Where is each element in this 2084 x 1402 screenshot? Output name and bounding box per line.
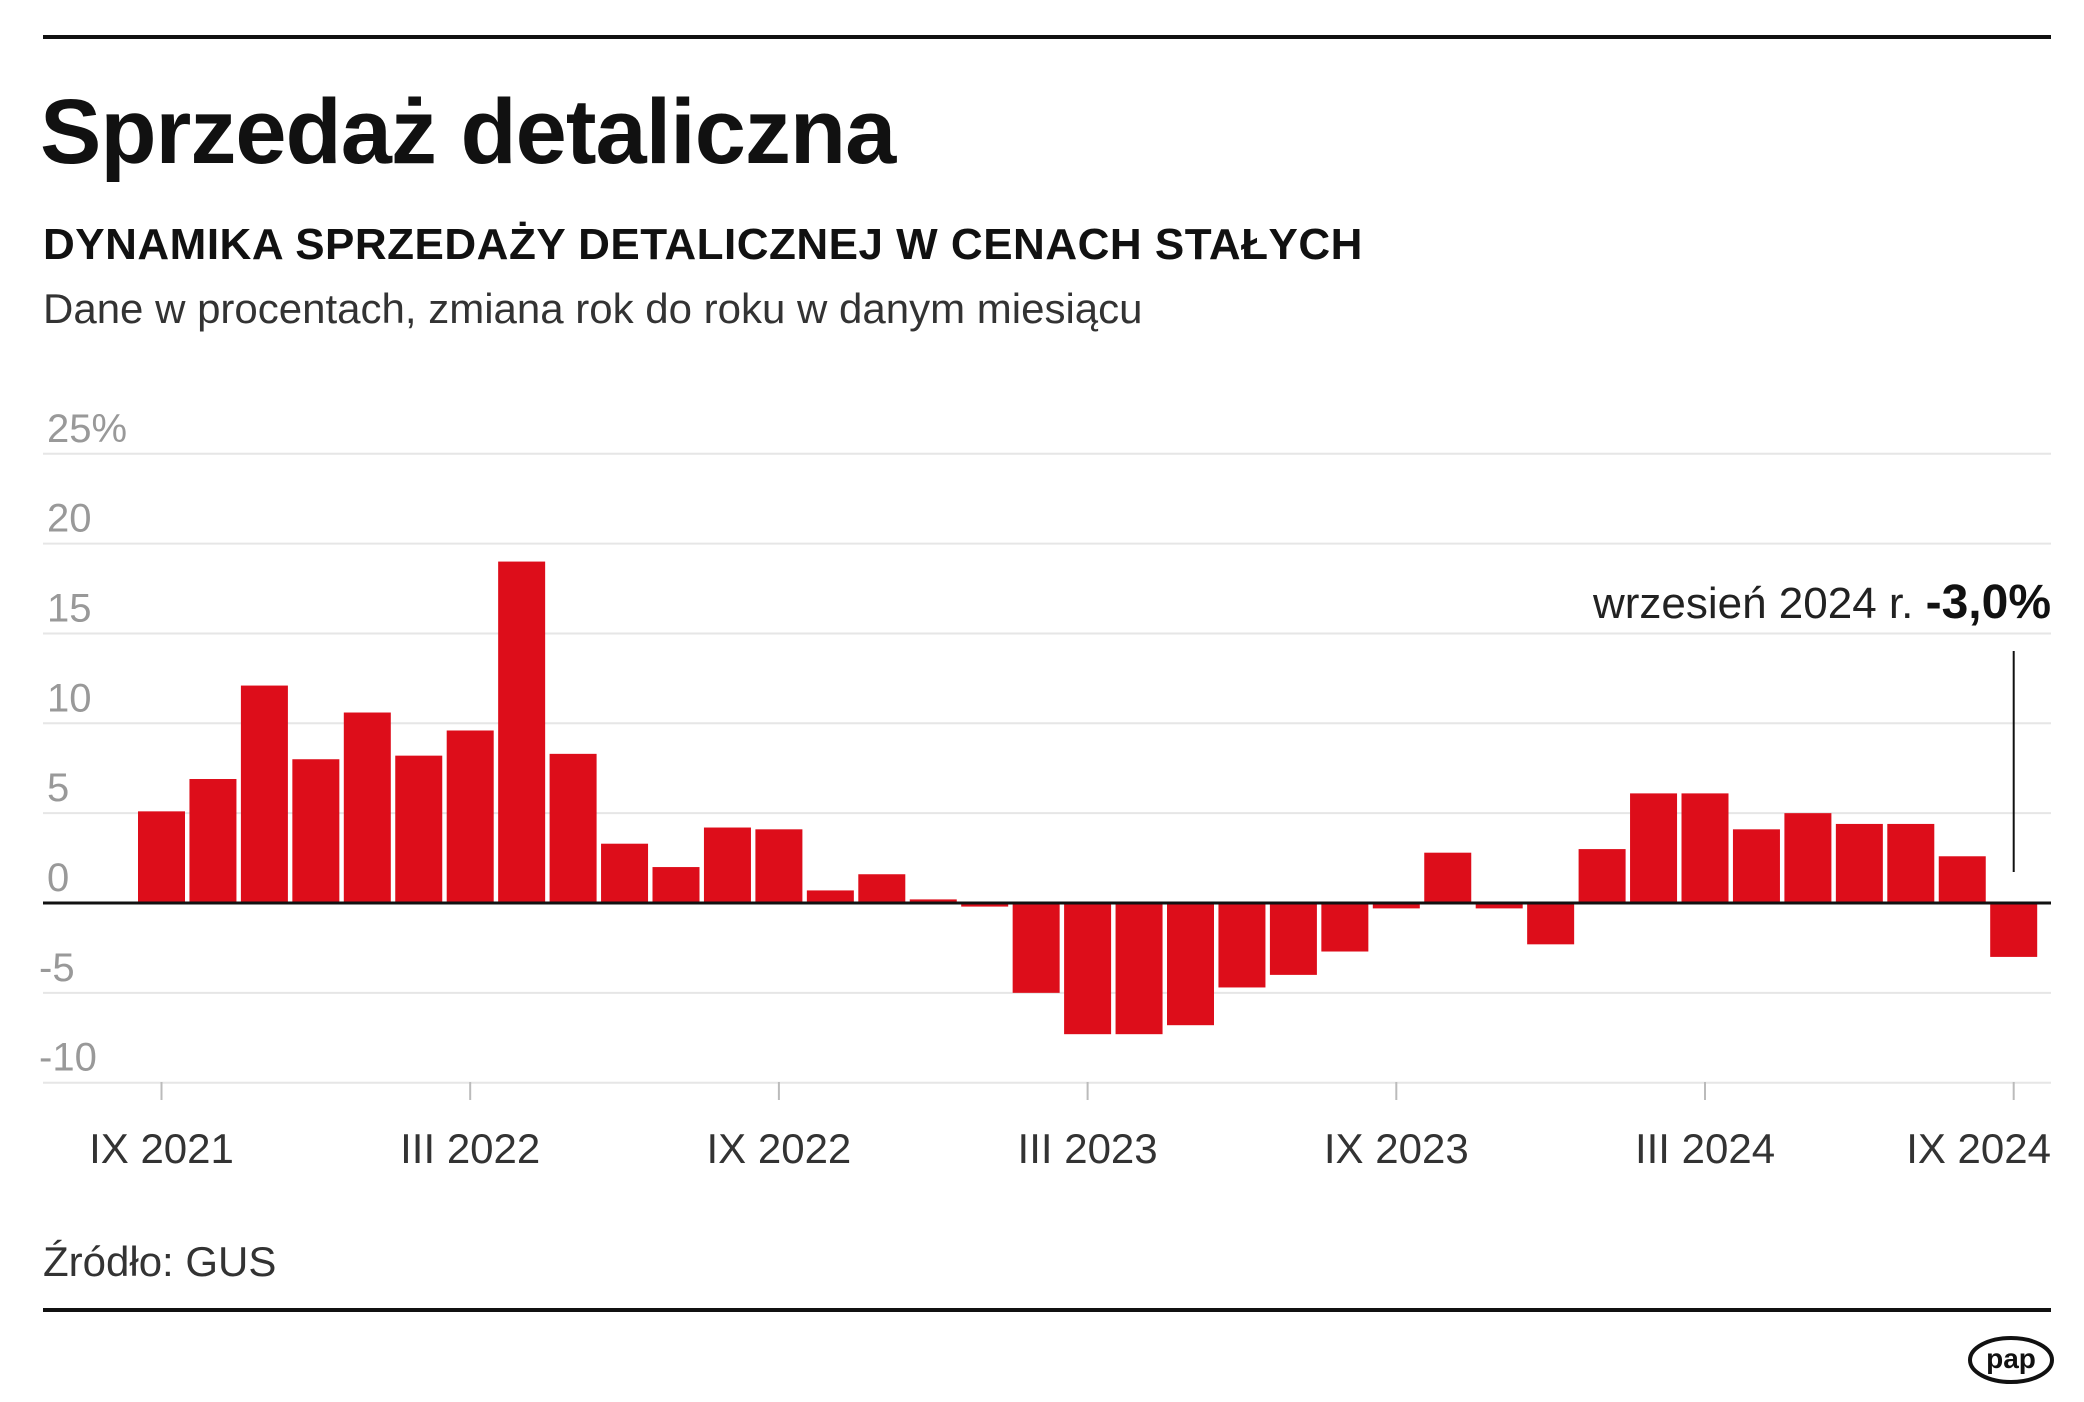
- x-tick-label: III 2022: [400, 1125, 540, 1172]
- bar-XII-2021: [292, 759, 340, 903]
- x-tick-label: IX 2022: [707, 1125, 852, 1172]
- annotation-label: wrzesień 2024 r.: [1592, 579, 1914, 628]
- bar-chart: 25% 20 15 10 5 0 -5 -10 IX 2021 III 2022 IX 2022 II…: [39, 407, 2051, 1172]
- bar-II-2024: [1630, 793, 1678, 903]
- bar-VIII-2024: [1938, 856, 1986, 903]
- y-tick-label: 0: [47, 856, 69, 900]
- bar-III-2024: [1681, 793, 1729, 903]
- bar-VII-2023: [1269, 903, 1317, 975]
- annotation: wrzesień 2024 r. -3,0%: [1593, 575, 2051, 630]
- x-tick-label: IX 2023: [1324, 1125, 1469, 1172]
- source-note: Źródło: GUS: [43, 1238, 277, 1285]
- bar-III-2022: [446, 730, 494, 903]
- bar-IV-2022: [498, 561, 546, 903]
- bar-I-2022: [343, 712, 391, 903]
- y-tick-label: 20: [47, 497, 92, 541]
- y-tick-label: -5: [39, 946, 75, 990]
- bar-VIII-2022: [703, 827, 751, 903]
- svg-text:pap: pap: [1986, 1343, 2036, 1374]
- y-tick-label: -10: [39, 1036, 97, 1080]
- bar-XI-2021: [240, 685, 288, 903]
- chart-description: Dane w procentach, zmiana rok do roku w …: [43, 285, 1143, 332]
- bar-VI-2022: [601, 843, 649, 903]
- bar-XII-2022: [909, 899, 957, 903]
- bar-V-2023: [1167, 903, 1214, 1026]
- page-title: Sprzedaż detaliczna: [40, 81, 896, 183]
- bar-VI-2024: [1835, 823, 1883, 903]
- x-tick-label: IX 2021: [89, 1125, 234, 1172]
- y-tick-label: 15: [47, 586, 92, 630]
- bar-XI-2022: [858, 874, 906, 903]
- x-tick-label: III 2024: [1635, 1125, 1775, 1172]
- bar-I-2023: [961, 903, 1009, 907]
- y-tick-label: 25%: [47, 407, 127, 451]
- bar-XI-2023: [1475, 903, 1523, 909]
- bar-VII-2022: [652, 867, 700, 903]
- bar-III-2023: [1064, 903, 1112, 1035]
- bar-IX-2024: [1990, 903, 2038, 957]
- bar-V-2022: [549, 753, 597, 903]
- y-tick-label: 5: [47, 766, 69, 810]
- bar-II-2022: [395, 755, 443, 903]
- bar-IV-2023: [1115, 903, 1163, 1035]
- y-tick-label: 10: [47, 676, 92, 720]
- bar-XII-2023: [1527, 903, 1575, 945]
- bottom-rule: [43, 1308, 2051, 1312]
- bar-IV-2024: [1732, 829, 1780, 903]
- bar-VII-2024: [1887, 823, 1935, 903]
- bar-X-2023: [1424, 852, 1472, 903]
- bar-IX-2021: [138, 811, 185, 903]
- bar-VIII-2023: [1321, 903, 1369, 952]
- chart-subtitle: DYNAMIKA SPRZEDAŻY DETALICZNEJ W CENACH …: [43, 220, 1363, 269]
- pap-logo: pap: [1968, 1336, 2054, 1384]
- bar-X-2022: [806, 890, 854, 903]
- bar-IX-2022: [755, 829, 803, 903]
- bar-V-2024: [1784, 813, 1832, 903]
- bar-VI-2023: [1218, 903, 1266, 988]
- bar-IX-2023: [1372, 903, 1420, 909]
- bar-X-2021: [189, 779, 237, 903]
- x-tick-label: IX 2024: [1906, 1125, 2051, 1172]
- top-rule: [43, 35, 2051, 39]
- bar-II-2023: [1012, 903, 1060, 993]
- bar-I-2024: [1578, 849, 1626, 903]
- x-tick-label: III 2023: [1018, 1125, 1158, 1172]
- annotation-value: -3,0%: [1925, 576, 2051, 629]
